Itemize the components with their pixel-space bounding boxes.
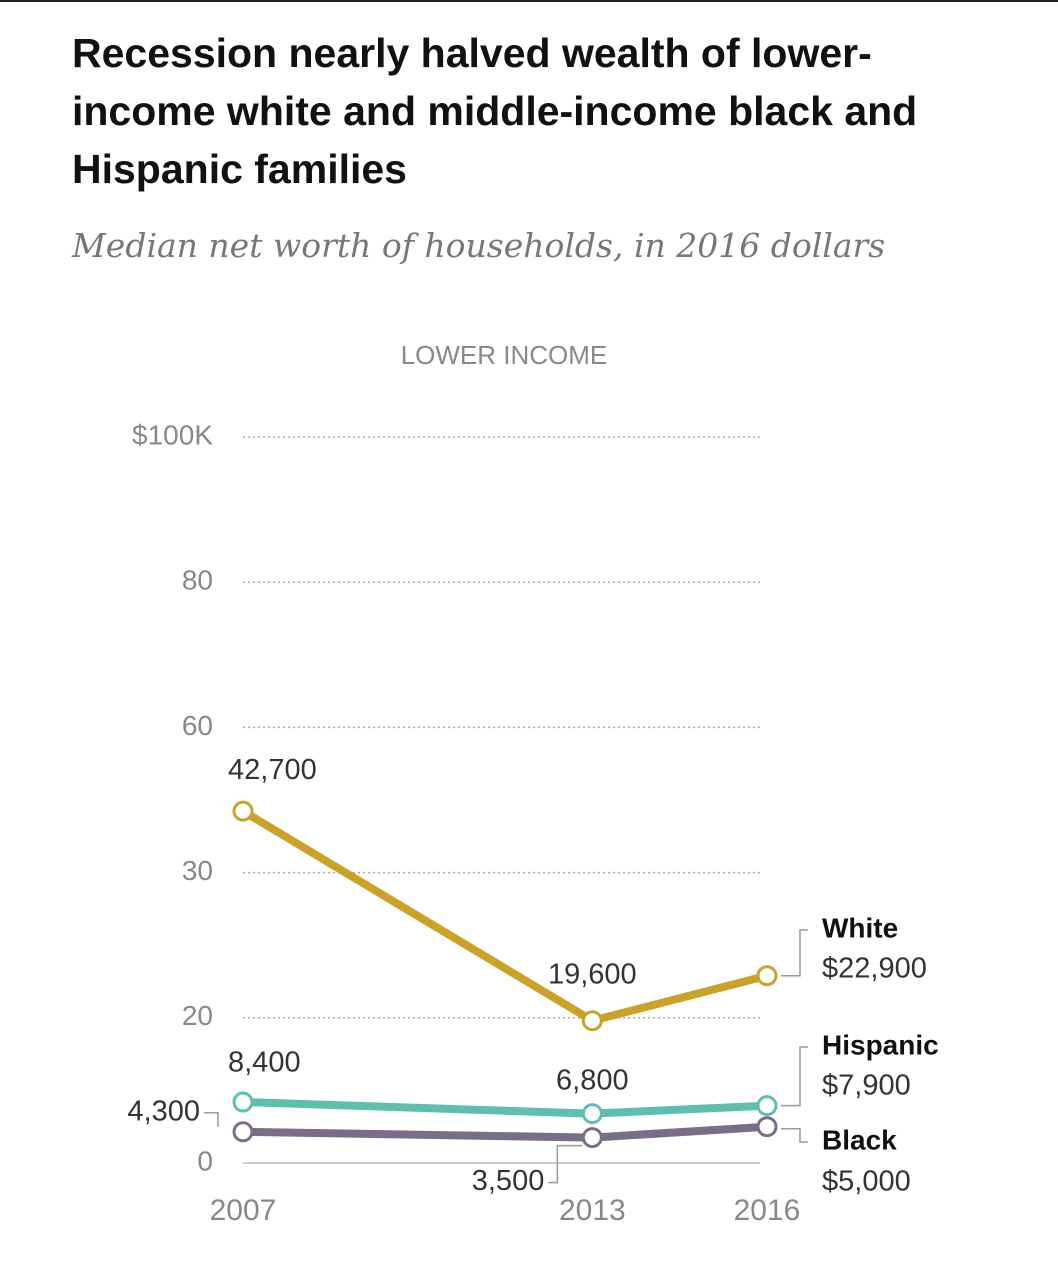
value-label: 6,800: [556, 1064, 629, 1096]
y-tick-label: 30: [182, 855, 213, 886]
point: [232, 1091, 254, 1113]
point: [232, 1121, 254, 1143]
top-rule: [0, 0, 1058, 2]
point: [756, 1116, 778, 1138]
y-tick-label: $100K: [132, 419, 213, 450]
leader: [204, 1112, 219, 1127]
leader: [781, 1046, 808, 1107]
x-tick-label: 2016: [734, 1194, 801, 1227]
value-label: 19,600: [548, 958, 637, 990]
y-tick-label: 60: [182, 710, 213, 741]
end-value-label: $22,900: [822, 953, 927, 985]
panel-title: LOWER INCOME: [401, 340, 608, 370]
value-label: 8,400: [228, 1047, 301, 1079]
series-name: Black: [822, 1124, 897, 1155]
y-tick-label: 20: [182, 1000, 213, 1031]
chart-subtitle: Median net worth of households, in 2016 …: [72, 226, 886, 265]
leader: [781, 929, 808, 977]
series-name: White: [822, 912, 898, 943]
value-label: 4,300: [127, 1095, 200, 1127]
point: [581, 1127, 603, 1149]
line: [242, 1122, 768, 1142]
point: [756, 1095, 778, 1117]
x-tick-label: 2013: [559, 1194, 626, 1227]
point: [581, 1010, 603, 1032]
leader: [781, 1127, 808, 1143]
chart-title: Recession nearly halved wealth of lower-…: [72, 30, 918, 192]
end-value-label: $7,900: [822, 1070, 911, 1102]
point: [581, 1103, 603, 1125]
end-value-label: $5,000: [822, 1166, 911, 1198]
leader: [548, 1144, 583, 1184]
line: [240, 807, 768, 1025]
y-tick-label: 0: [197, 1145, 213, 1176]
x-tick-label: 2007: [210, 1194, 277, 1227]
point: [756, 965, 778, 987]
y-tick-label: 80: [182, 565, 213, 596]
line: [242, 1098, 768, 1118]
value-label: 42,700: [228, 754, 317, 786]
series-name: Hispanic: [822, 1029, 939, 1060]
value-label: 3,500: [472, 1165, 545, 1197]
point: [232, 800, 254, 822]
